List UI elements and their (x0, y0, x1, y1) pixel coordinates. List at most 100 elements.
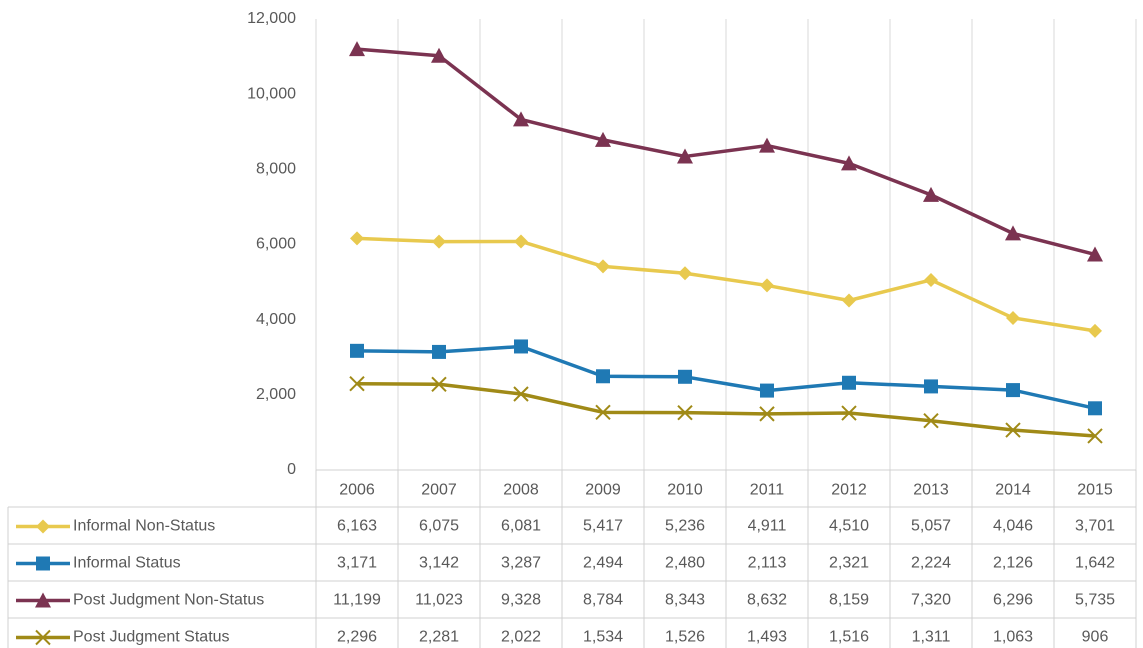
table-value: 2,281 (419, 629, 459, 646)
point-marker (760, 278, 774, 293)
x-tick-label: 2014 (995, 482, 1031, 499)
point-marker (513, 111, 529, 127)
x-tick-label: 2010 (667, 482, 703, 499)
point-marker (923, 413, 939, 429)
table-value: 3,287 (501, 555, 541, 572)
point-marker (595, 131, 611, 147)
table-value: 6,081 (501, 518, 541, 535)
table-value: 11,199 (333, 592, 381, 609)
table-value: 5,735 (1075, 592, 1115, 609)
table-value: 5,057 (911, 518, 951, 535)
x-tick-label: 2012 (831, 482, 867, 499)
point-marker (841, 155, 857, 171)
point-marker (349, 41, 365, 57)
legend-label: Informal Non-Status (73, 518, 215, 535)
point-marker (677, 404, 693, 421)
x-tick-label: 2015 (1077, 482, 1113, 499)
point-marker (924, 379, 938, 394)
x-tick-label: 2009 (585, 482, 621, 499)
point-marker (432, 344, 446, 359)
point-marker (596, 369, 610, 384)
table-value: 5,417 (583, 518, 623, 535)
legend-label: Post Judgment Non-Status (73, 592, 264, 609)
point-marker (1087, 428, 1103, 444)
legend-label: Informal Status (73, 555, 181, 572)
point-marker (1006, 310, 1020, 325)
table-value: 906 (1082, 629, 1109, 646)
point-marker (924, 272, 938, 287)
table-value: 4,911 (748, 518, 787, 535)
table-value: 2,224 (911, 555, 951, 572)
table-value: 3,142 (419, 555, 459, 572)
table-value: 1,311 (912, 629, 951, 646)
y-tick-label: 2,000 (256, 386, 296, 403)
table-value: 4,046 (993, 518, 1033, 535)
table-value: 3,701 (1075, 518, 1115, 535)
series-line (356, 47, 1096, 257)
series-line (356, 344, 1096, 410)
table-value: 2,022 (501, 629, 541, 646)
point-marker (431, 47, 447, 63)
legend-marker (35, 629, 51, 646)
point-marker (842, 375, 856, 390)
point-marker (678, 266, 692, 281)
table-value: 2,321 (829, 555, 869, 572)
x-tick-label: 2006 (339, 482, 375, 499)
point-marker (596, 259, 610, 274)
y-tick-label: 4,000 (256, 311, 296, 328)
table-value: 11,023 (415, 592, 463, 609)
table-value: 2,113 (748, 555, 787, 572)
table-value: 1,642 (1075, 555, 1115, 572)
y-tick-label: 0 (287, 461, 296, 478)
x-tick-label: 2013 (913, 482, 949, 499)
point-marker (1005, 422, 1021, 438)
point-marker (1088, 323, 1102, 338)
legend-marker (36, 519, 50, 534)
legend-marker (36, 556, 50, 571)
table-value: 1,516 (829, 629, 869, 646)
table-value: 2,296 (337, 629, 377, 646)
table-value: 6,075 (419, 518, 459, 535)
x-tick-label: 2007 (421, 482, 457, 499)
point-marker (432, 234, 446, 249)
point-marker (349, 376, 365, 392)
series-line (356, 236, 1096, 333)
table-value: 1,493 (747, 629, 787, 646)
table-value: 5,236 (665, 518, 705, 535)
table-value: 1,526 (665, 629, 705, 646)
x-tick-label: 2011 (750, 482, 785, 499)
point-marker (678, 369, 692, 384)
point-marker (513, 386, 529, 402)
point-marker (350, 231, 364, 246)
legend-label: Post Judgment Status (73, 629, 230, 646)
point-marker (677, 148, 693, 164)
point-marker (514, 339, 528, 354)
table-value: 6,296 (993, 592, 1033, 609)
table-value: 2,480 (665, 555, 705, 572)
table-value: 8,632 (747, 592, 787, 609)
table-value: 2,126 (993, 555, 1033, 572)
point-marker (1006, 383, 1020, 398)
legend-marker (35, 592, 51, 608)
table-value: 4,510 (829, 518, 869, 535)
series-line (356, 381, 1096, 438)
point-marker (595, 404, 611, 421)
table-value: 8,159 (829, 592, 869, 609)
point-marker (841, 405, 857, 421)
point-marker (514, 234, 528, 249)
point-marker (1088, 401, 1102, 416)
point-marker (923, 186, 939, 202)
table-value: 3,171 (337, 555, 377, 572)
table-value: 7,320 (911, 592, 951, 609)
point-marker (431, 376, 447, 392)
table-value: 2,494 (583, 555, 623, 572)
table-value: 1,534 (583, 629, 623, 646)
point-marker (759, 406, 775, 422)
point-marker (350, 343, 364, 358)
table-value: 6,163 (337, 518, 377, 535)
point-marker (1005, 225, 1021, 241)
y-tick-label: 12,000 (247, 10, 296, 27)
x-tick-label: 2008 (503, 482, 539, 499)
y-tick-label: 8,000 (256, 161, 296, 178)
